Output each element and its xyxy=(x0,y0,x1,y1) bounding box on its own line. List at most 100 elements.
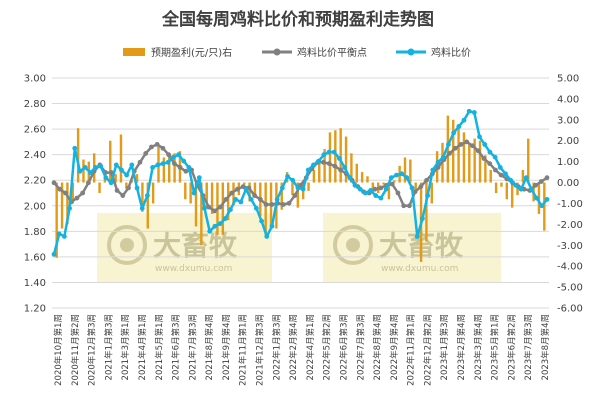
breakeven-point xyxy=(269,202,275,207)
profit-bar xyxy=(360,172,364,183)
ratio-point xyxy=(61,234,67,239)
profit-bar xyxy=(243,182,246,185)
ratio-point xyxy=(103,175,109,181)
ratio-point xyxy=(425,193,431,198)
profit-bar xyxy=(462,132,466,183)
watermark-logo-icon-center xyxy=(120,238,134,252)
breakeven-point xyxy=(120,193,126,198)
ratio-point xyxy=(186,165,192,170)
x-tick-label: 2021年8月第4周 xyxy=(204,314,215,380)
profit-bar xyxy=(484,155,487,183)
x-tick-label: 2022年4月第1周 xyxy=(305,314,316,380)
ratio-point xyxy=(482,142,488,147)
profit-bar xyxy=(328,132,332,183)
profit-bar xyxy=(291,182,294,196)
breakeven-point xyxy=(321,159,326,165)
chart-title: 全国每周鸡料比价和预期盈利走势图 xyxy=(161,9,434,30)
left-tick-label: 2.40 xyxy=(24,150,46,161)
profit-bar xyxy=(151,182,155,204)
left-tick-label: 1.60 xyxy=(24,252,46,263)
left-tick-label: 1.80 xyxy=(24,227,46,238)
right-tick-label: 0.00 xyxy=(557,178,579,189)
breakeven-point xyxy=(487,161,493,167)
ratio-point xyxy=(93,165,98,170)
breakeven-point xyxy=(252,193,258,198)
ratio-point xyxy=(316,158,322,164)
ratio-point xyxy=(129,162,135,168)
profit-bar xyxy=(60,182,64,229)
right-tick-label: -3.00 xyxy=(557,241,583,252)
ratio-point xyxy=(440,154,446,160)
profit-bar xyxy=(184,182,187,200)
ratio-point xyxy=(337,156,342,161)
ratio-point xyxy=(243,186,249,192)
breakeven-point xyxy=(63,190,68,196)
ratio-point xyxy=(191,190,197,196)
breakeven-point xyxy=(292,193,298,198)
legend-swatch-profit xyxy=(123,48,145,56)
ratio-point xyxy=(368,188,373,193)
ratio-point xyxy=(113,162,119,168)
watermark-logo-icon xyxy=(333,225,373,265)
profit-bar xyxy=(393,180,396,183)
ratio-point xyxy=(196,175,202,181)
x-tick-label: 2022年6月第3周 xyxy=(339,314,350,380)
breakeven-point xyxy=(493,167,498,173)
breakeven-point xyxy=(137,159,143,165)
ratio-point xyxy=(378,195,384,201)
right-tick-label: -4.00 xyxy=(557,262,583,273)
breakeven-point xyxy=(212,208,217,214)
breakeven-point xyxy=(326,161,332,167)
ratio-point xyxy=(51,251,57,257)
ratio-point xyxy=(311,162,316,168)
breakeven-point xyxy=(177,165,183,170)
breakeven-point xyxy=(378,185,384,191)
ratio-point xyxy=(295,185,301,191)
x-tick-label: 2022年5月第2周 xyxy=(322,314,333,380)
ratio-point xyxy=(513,182,519,188)
x-tick-label: 2023年3月第4周 xyxy=(473,314,484,380)
x-tick-label: 2020年10月第1周 xyxy=(53,314,64,386)
profit-bar xyxy=(125,182,128,189)
series-lines xyxy=(51,108,550,257)
profit-bar xyxy=(457,124,460,183)
breakeven-point xyxy=(149,144,154,150)
ratio-point xyxy=(212,223,218,229)
ratio-point xyxy=(238,199,244,205)
profit-bar xyxy=(71,182,74,204)
breakeven-point xyxy=(435,165,441,170)
ratio-point xyxy=(420,216,425,221)
ratio-point xyxy=(399,171,405,177)
ratio-point xyxy=(477,134,482,140)
breakeven-point xyxy=(57,186,63,192)
breakeven-point xyxy=(217,204,223,210)
breakeven-point xyxy=(412,189,418,195)
profit-bar xyxy=(334,130,337,183)
right-tick-label: -6.00 xyxy=(557,304,583,315)
profit-bar xyxy=(312,170,316,183)
legend-label-ratio: 鸡料比价 xyxy=(431,46,471,59)
ratio-point xyxy=(544,196,550,202)
profit-bar xyxy=(425,182,428,242)
profit-bar xyxy=(114,174,117,183)
profit-bar xyxy=(253,182,257,198)
ratio-point xyxy=(456,124,462,129)
x-tick-label: 2022年8月第4周 xyxy=(372,314,383,380)
ratio-point xyxy=(285,173,290,179)
watermark-logo-icon xyxy=(107,225,147,265)
legend: 预期盈利(元/只)右 鸡料比价平衡点 鸡料比价 xyxy=(123,46,471,59)
profit-bar xyxy=(382,182,385,185)
x-tick-label: 2022年2月第4周 xyxy=(288,314,299,380)
right-axis: -6.00 -5.00 -4.00 -3.00 -2.00 -1.00 0.00 1.00 2.… xyxy=(557,74,583,315)
ratio-point xyxy=(98,163,104,169)
ratio-point xyxy=(321,152,327,158)
ratio-point xyxy=(202,205,207,211)
ratio-point xyxy=(228,207,233,213)
profit-bar xyxy=(248,182,251,202)
x-tick-label: 2023年7月第3周 xyxy=(523,314,534,380)
ratio-point xyxy=(290,177,296,183)
ratio-point xyxy=(56,231,62,237)
profit-bar xyxy=(543,182,546,231)
x-tick-label: 2022年1月第3周 xyxy=(271,314,282,380)
